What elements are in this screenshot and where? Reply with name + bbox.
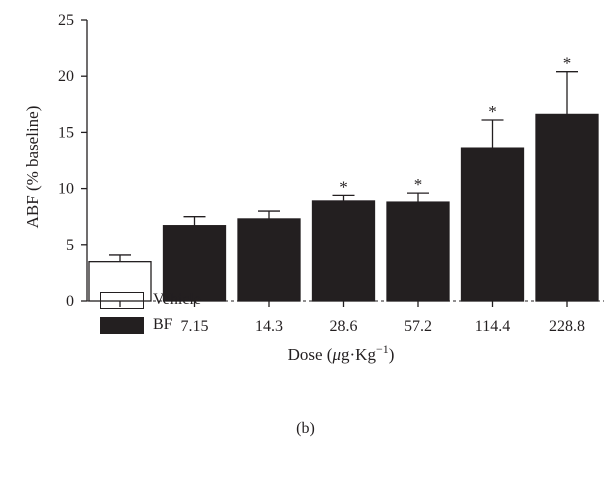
x-tick-label: 228.8 (549, 318, 585, 335)
significance-marker: * (339, 177, 348, 196)
x-axis-label: Dose (μg·Kg−1) (288, 342, 395, 364)
x-axis-label-exponent: −1 (376, 342, 389, 356)
legend-swatch-bf (100, 317, 144, 334)
bar (535, 113, 599, 302)
bar (237, 218, 301, 302)
legend-item-vehicle: Vehicle (100, 289, 300, 311)
x-tick-label: 14.3 (255, 318, 283, 335)
legend-label-vehicle: Vehicle (153, 291, 201, 308)
x-axis-label-close: ) (389, 345, 395, 364)
bars: * * * * (88, 54, 599, 302)
legend-swatch-vehicle (100, 292, 144, 309)
bar (460, 147, 525, 302)
x-tick-label: 57.2 (404, 318, 432, 335)
y-tick-label: 0 (66, 293, 74, 310)
legend-item-bf: BF (100, 314, 300, 336)
bar (311, 200, 376, 302)
x-axis-label-text: Dose ( (288, 345, 333, 364)
x-tick-label: 28.6 (330, 318, 358, 335)
x-axis-label-unit: g·Kg (341, 345, 376, 364)
significance-marker: * (563, 54, 572, 73)
y-tick-label: 15 (58, 124, 74, 141)
x-tick-label: 7.15 (181, 318, 209, 335)
x-axis-label-mu: μ (331, 345, 341, 364)
y-tick-label: 5 (66, 237, 74, 254)
y-tick-label: 10 (58, 181, 74, 198)
y-tick-label: 25 (58, 12, 74, 29)
bar (88, 261, 152, 302)
legend-label-bf: BF (153, 316, 173, 333)
bar (386, 201, 450, 302)
y-axis-label: ABF (% baseline) (23, 106, 42, 229)
bar (162, 225, 227, 302)
x-tick-label: 114.4 (475, 318, 510, 335)
significance-marker: * (488, 102, 497, 121)
significance-marker: * (414, 175, 423, 194)
y-tick-label: 20 (58, 68, 74, 85)
y-axis-ticks: 0 5 10 15 20 25 (58, 12, 87, 310)
panel-label: (b) (296, 420, 315, 437)
